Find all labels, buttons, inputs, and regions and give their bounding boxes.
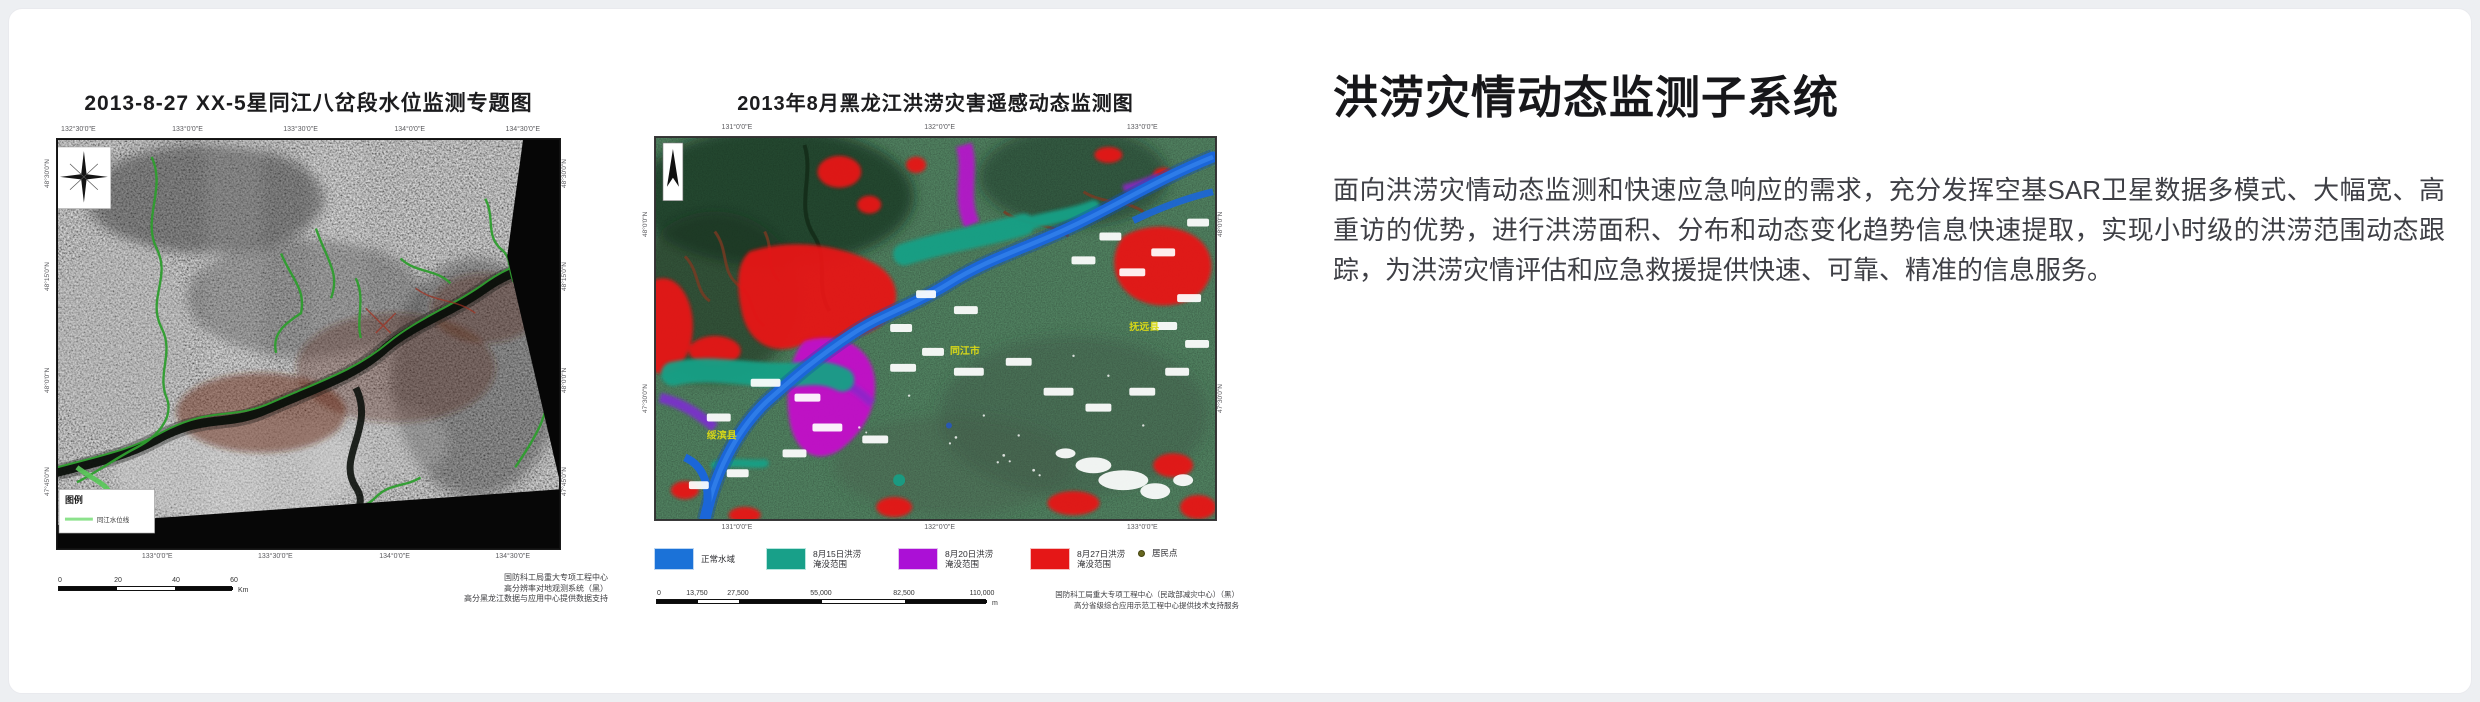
coord-label: 133°0'0"E — [1126, 124, 1158, 131]
scale-label: 110,000 — [969, 590, 995, 597]
map2-left-coordinates: 48°0'0"N 47°30'0"N — [642, 137, 654, 520]
legend-item-aug15: 8月15日洪涝 淹没范围 — [766, 548, 861, 570]
scale-label: 40 — [172, 577, 180, 584]
scale-unit: Km — [238, 587, 249, 594]
map1-right-coordinates: 48°30'0"N 48°15'0"N 48°0'0"N 47°45'0"N — [561, 139, 573, 549]
legend-label-text: 8月15日洪涝 — [813, 549, 862, 559]
legend-label-text: 8月27日洪涝 — [1077, 549, 1126, 559]
coord-label: 133°30'0"E — [258, 553, 293, 560]
map1-legend-title: 图例 — [65, 494, 83, 505]
coord-label: 134°30'0"E — [495, 553, 530, 560]
panel-body-text: 面向洪涝灾情动态监测和快速应急响应的需求，充分发挥空基SAR卫星数据多模式、大幅… — [1333, 175, 2445, 285]
coord-label: 133°0'0"E — [1126, 524, 1158, 531]
map1-left-coordinates: 48°30'0"N 48°15'0"N 48°0'0"N 47°45'0"N — [44, 139, 56, 549]
legend-item-aug20: 8月20日洪涝 淹没范围 — [898, 548, 993, 570]
coord-label: 47°45'0"N — [561, 466, 568, 496]
coord-label: 132°0'0"E — [924, 524, 955, 531]
coord-label: 48°0'0"N — [561, 367, 568, 394]
map2-scale-bar: 0 13,750 27,500 55,000 82,500 110,000 m — [656, 590, 1016, 607]
coord-label: 47°30'0"N — [642, 383, 649, 413]
legend-swatch-red — [1030, 548, 1070, 570]
map2-right-coordinates: 48°0'0"N 47°30'0"N — [1217, 137, 1229, 520]
map2-title: 2013年8月黑龙江洪涝灾害遥感动态监测图 — [737, 93, 1134, 115]
map2-top-coordinates: 131°0'0"E 132°0'0"E 133°0'0"E — [654, 124, 1217, 136]
settlement-dot-icon — [1138, 549, 1145, 557]
legend-swatch-teal — [766, 548, 806, 570]
credit-line: 高分黑龙江数据与应用中心提供数据支持 — [464, 594, 608, 603]
credit-line: 国防科工局重大专项工程中心（民政部减灾中心）（黑） — [1055, 590, 1239, 599]
coord-label: 134°0'0"E — [394, 126, 426, 133]
compass-icon — [57, 146, 112, 209]
coord-label: 47°45'0"N — [44, 466, 51, 496]
flood-map-image: 绥滨县 同江市 抚远县 48°0'0"N 47°30'0"N 48°0'0"N … — [642, 136, 1224, 521]
coord-label: 48°30'0"N — [44, 159, 51, 189]
coord-label: 48°0'0"N — [44, 367, 51, 394]
content-card: 2013-8-27 XX-5星同江八岔段水位监测专题图 132°30'0"E 1… — [8, 8, 2472, 694]
map2-bottom-coordinates: 131°0'0"E 132°0'0"E 133°0'0"E — [654, 524, 1217, 536]
legend-item-settlement: 居民点 — [1138, 548, 1178, 558]
scale-unit: m — [992, 600, 998, 607]
map1-legend-item-label: 同江水位线 — [97, 515, 130, 524]
coord-label: 134°0'0"E — [379, 553, 410, 560]
coord-label: 133°30'0"E — [283, 126, 318, 133]
north-arrow-icon — [662, 142, 684, 201]
coord-label: 133°0'0"E — [172, 126, 203, 133]
panel-title: 洪涝灾情动态监测子系统 — [1333, 72, 1840, 123]
legend-label-text: 居民点 — [1152, 548, 1178, 558]
map2-credits: 国防科工局重大专项工程中心（民政部减灾中心）（黑） 高分省级综合应用示范工程中心… — [1055, 590, 1239, 611]
flood-map-graphic: 绥滨县 同江市 抚远县 — [655, 137, 1216, 520]
coord-label: 48°15'0"N — [44, 261, 51, 291]
coord-label: 48°0'0"N — [1217, 211, 1224, 237]
scale-label: 60 — [230, 577, 238, 584]
scale-label: 0 — [58, 577, 62, 584]
map1-top-coordinates: 132°30'0"E 133°0'0"E 133°30'0"E 134°0'0"… — [56, 126, 561, 138]
coord-label: 131°0'0"E — [721, 524, 753, 531]
scale-label: 13,750 — [686, 590, 708, 597]
sar-map-image: 图例 同江水位线 48°30'0"N 48°15'0"N 48°0'0"N 47… — [44, 138, 568, 550]
coord-label: 48°30'0"N — [561, 159, 568, 189]
scale-label: 0 — [657, 590, 661, 597]
coord-label: 48°0'0"N — [642, 211, 649, 237]
map1-scale-bar: 0 20 40 60 Km — [58, 577, 258, 594]
figure-sar-map: 2013-8-27 XX-5星同江八岔段水位监测专题图 132°30'0"E 1… — [44, 87, 613, 617]
coord-label: 47°30'0"N — [1217, 383, 1224, 413]
legend-item-normal-water: 正常水域 — [654, 548, 735, 570]
map1-credits: 国防科工局重大专项工程中心 高分辨率对地观测系统（黑） 高分黑龙江数据与应用中心… — [464, 573, 608, 605]
county-label-suibin: 绥滨县 — [707, 428, 737, 441]
legend-label-text: 正常水域 — [701, 554, 736, 564]
map2-legend: 正常水域 8月15日洪涝 淹没范围 8月20日洪涝 淹没范围 — [654, 544, 1217, 584]
legend-item-aug27: 8月27日洪涝 淹没范围 — [1030, 548, 1125, 570]
coord-label: 134°30'0"E — [505, 126, 541, 133]
scale-label: 20 — [114, 577, 122, 584]
legend-label-text: 淹没范围 — [1077, 559, 1112, 569]
coord-label: 48°15'0"N — [561, 261, 568, 291]
legend-label-text: 8月20日洪涝 — [945, 549, 994, 559]
map1-inset-legend: 图例 同江水位线 — [58, 488, 155, 534]
county-label-tongjiang: 同江市 — [950, 344, 980, 357]
map1-bottom-coordinates: 133°0'0"E 133°30'0"E 134°0'0"E 134°30'0"… — [56, 553, 561, 565]
credit-line: 高分省级综合应用示范工程中心提供技术支持服务 — [1074, 600, 1239, 610]
description-panel: 洪涝灾情动态监测子系统 面向洪涝灾情动态监测和快速应急响应的需求，充分发挥空基S… — [1333, 61, 2445, 290]
county-label-fuyuan: 抚远县 — [1129, 320, 1159, 333]
map1-title: 2013-8-27 XX-5星同江八岔段水位监测专题图 — [84, 92, 533, 115]
scale-label: 27,500 — [727, 590, 749, 597]
coord-label: 133°0'0"E — [141, 553, 173, 560]
legend-label-text: 淹没范围 — [813, 559, 848, 569]
sar-map-graphic: 图例 同江水位线 — [57, 139, 560, 549]
coord-label: 131°0'0"E — [721, 124, 753, 131]
credit-line: 国防科工局重大专项工程中心 — [504, 573, 608, 582]
coord-label: 132°0'0"E — [924, 124, 955, 131]
legend-label-text: 淹没范围 — [945, 559, 980, 569]
scale-label: 55,000 — [810, 590, 832, 597]
credit-line: 高分辨率对地观测系统（黑） — [504, 583, 608, 593]
coord-label: 132°30'0"E — [61, 126, 96, 133]
scale-label: 82,500 — [893, 590, 915, 597]
legend-swatch-blue — [654, 548, 694, 570]
legend-swatch-purple — [898, 548, 938, 570]
figure-flood-map: 2013年8月黑龙江洪涝灾害遥感动态监测图 131°0'0"E 132°0'0"… — [642, 87, 1239, 630]
